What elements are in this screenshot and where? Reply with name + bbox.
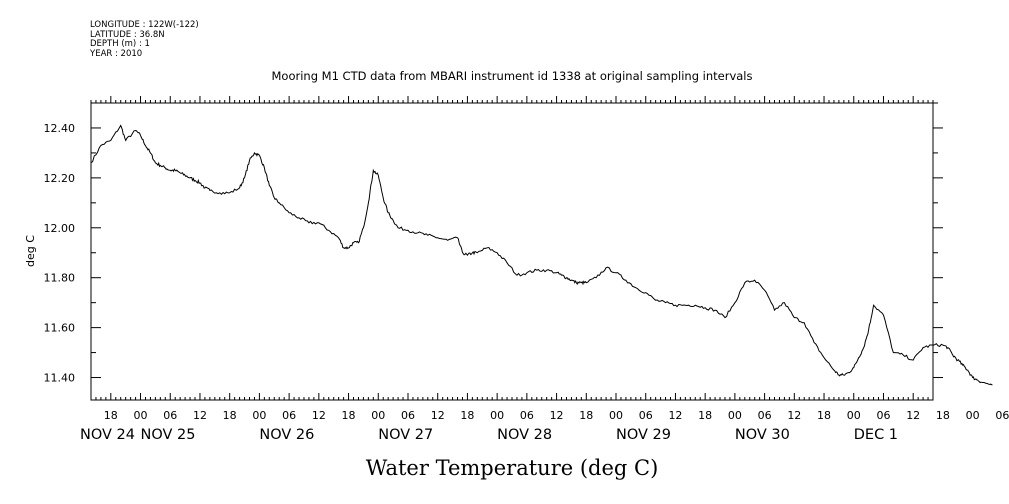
axis-ticks <box>90 96 943 400</box>
x-tick-label: 18 <box>936 409 950 422</box>
x-tick-label: 18 <box>342 409 356 422</box>
x-tick-label: 06 <box>401 409 415 422</box>
x-tick-label: 00 <box>134 409 148 422</box>
y-tick-label: 12.40 <box>44 122 76 135</box>
x-day-label: NOV 27 <box>378 427 433 443</box>
x-tick-label: 18 <box>223 409 237 422</box>
x-day-label: NOV 26 <box>259 427 314 443</box>
metadata-latitude: LATITUDE : 36.8N <box>90 29 165 40</box>
x-tick-label: 00 <box>371 409 385 422</box>
x-tick-label: 06 <box>639 409 653 422</box>
x-day-label: NOV 29 <box>616 427 671 443</box>
x-tick-label: 18 <box>698 409 712 422</box>
x-day-label: NOV 28 <box>497 427 552 443</box>
x-tick-label: 06 <box>876 409 890 422</box>
x-tick-label: 18 <box>104 409 118 422</box>
metadata-year: YEAR : 2010 <box>90 48 143 59</box>
metadata-depth: DEPTH (m) : 1 <box>90 39 150 49</box>
x-tick-label: 12 <box>550 409 564 422</box>
x-tick-label: 12 <box>193 409 207 422</box>
x-day-label: DEC 1 <box>854 427 898 443</box>
x-day-label: NOV 25 <box>141 427 196 443</box>
x-tick-label: 00 <box>252 409 266 422</box>
plot-frame <box>90 102 934 401</box>
y-tick-labels: 12.40 12.20 12.00 11.80 11.60 11.40 <box>44 122 76 385</box>
y-tick-label: 11.40 <box>44 372 76 385</box>
y-axis-label: deg C <box>24 235 37 267</box>
x-day-label: NOV 24 <box>80 427 135 443</box>
metadata-block: LONGITUDE : 122W(-122) LATITUDE : 36.8N … <box>90 20 199 59</box>
x-tick-label: 06 <box>520 409 534 422</box>
x-tick-label: 00 <box>609 409 623 422</box>
x-tick-label: 00 <box>728 409 742 422</box>
y-tick-label: 12.00 <box>44 222 76 235</box>
x-tick-label: 06 <box>163 409 177 422</box>
y-tick-label: 12.20 <box>44 172 76 185</box>
x-tick-label: 06 <box>995 409 1009 422</box>
x-tick-label: 12 <box>906 409 920 422</box>
x-tick-label: 18 <box>579 409 593 422</box>
x-tick-label: 12 <box>431 409 445 422</box>
x-tick-labels: 18 00 06 12 18 00 06 12 18 00 06 12 18 00 06 12 18 00 06 12… <box>104 409 1009 422</box>
x-tick-label: 18 <box>817 409 831 422</box>
chart-title: Mooring M1 CTD data from MBARI instrumen… <box>272 69 753 83</box>
y-tick-label: 11.60 <box>44 322 76 335</box>
x-tick-label: 12 <box>668 409 682 422</box>
x-tick-label: 18 <box>460 409 474 422</box>
x-tick-label: 12 <box>312 409 326 422</box>
x-tick-label: 00 <box>847 409 861 422</box>
x-day-label: NOV 30 <box>735 427 790 443</box>
x-tick-label: 12 <box>787 409 801 422</box>
x-tick-label: 06 <box>282 409 296 422</box>
metadata-longitude: LONGITUDE : 122W(-122) <box>90 20 199 30</box>
x-tick-label: 00 <box>490 409 504 422</box>
x-tick-label: 00 <box>966 409 980 422</box>
water-temperature-line <box>90 124 993 386</box>
x-axis-label: Water Temperature (deg C) <box>366 456 659 480</box>
x-tick-label: 06 <box>758 409 772 422</box>
y-tick-label: 11.80 <box>44 272 76 285</box>
x-day-labels: NOV 24 NOV 25 NOV 26 NOV 27 NOV 28 NOV 29 NOV … <box>80 427 898 443</box>
